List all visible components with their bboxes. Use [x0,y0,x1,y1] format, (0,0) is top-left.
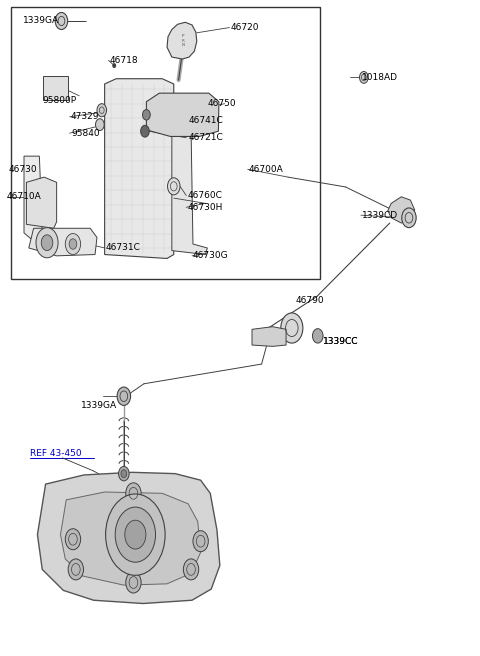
Text: 46750: 46750 [207,99,236,108]
Circle shape [125,520,146,549]
Text: 46700A: 46700A [249,165,283,174]
Circle shape [121,470,127,478]
Text: 95800P: 95800P [42,96,76,105]
Circle shape [113,64,116,68]
Circle shape [65,234,81,255]
Circle shape [193,531,208,552]
Circle shape [126,483,141,504]
Circle shape [143,110,150,120]
Text: 46718: 46718 [109,56,138,65]
Text: 1339GA: 1339GA [23,16,59,26]
Circle shape [96,119,104,131]
Circle shape [360,72,368,83]
Circle shape [69,239,77,249]
Text: 1339CD: 1339CD [362,211,398,220]
Text: 46730: 46730 [9,165,37,174]
Polygon shape [37,472,220,604]
Circle shape [106,494,165,575]
Text: 46760C: 46760C [187,191,222,200]
Text: 1339CC: 1339CC [323,337,358,346]
Bar [11,7,320,279]
Text: 46741C: 46741C [188,115,223,125]
Circle shape [65,529,81,550]
Text: 46730H: 46730H [187,203,223,212]
Polygon shape [172,123,207,255]
Circle shape [119,466,129,481]
Text: 95840: 95840 [71,129,100,138]
Text: 46790: 46790 [295,296,324,305]
Text: P
R
N: P R N [182,34,185,47]
Text: 46721C: 46721C [188,133,223,142]
Bar [43,76,68,100]
Circle shape [117,387,131,405]
Circle shape [126,572,141,593]
Circle shape [68,559,84,580]
Circle shape [281,313,303,343]
Circle shape [55,12,68,30]
Circle shape [168,178,180,195]
Polygon shape [105,79,174,258]
Polygon shape [252,327,286,346]
Circle shape [41,235,53,251]
Text: 46720: 46720 [230,23,259,32]
Circle shape [183,559,199,580]
Circle shape [36,228,58,258]
Text: 1018AD: 1018AD [362,73,398,82]
Text: 46731C: 46731C [106,243,141,253]
Circle shape [115,507,156,562]
Polygon shape [167,22,197,59]
Text: REF 43-450: REF 43-450 [30,449,82,459]
Polygon shape [146,93,219,136]
Text: 46730G: 46730G [193,251,228,260]
Circle shape [141,125,149,137]
Polygon shape [24,156,57,246]
Polygon shape [26,177,57,228]
Circle shape [97,104,107,117]
Circle shape [402,208,416,228]
Polygon shape [388,197,415,223]
Circle shape [312,329,323,343]
Polygon shape [29,228,97,256]
Text: 46710A: 46710A [7,192,41,201]
Text: 1339CC: 1339CC [323,337,358,346]
Text: 1339GA: 1339GA [81,401,117,410]
Text: 47329: 47329 [71,112,99,121]
Polygon shape [60,492,201,585]
